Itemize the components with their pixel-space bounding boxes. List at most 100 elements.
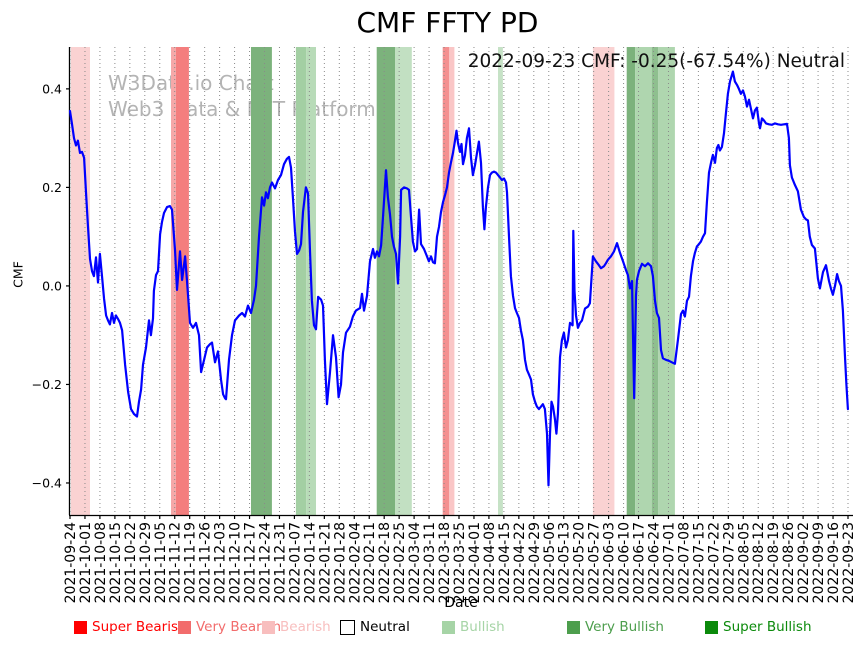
x-tick-label: 2022-04-22 [512, 522, 528, 603]
x-tick-label: 2022-03-11 [422, 522, 438, 603]
x-tick-label: 2022-07-01 [662, 522, 678, 603]
legend-item-super-bullish: Super Bullish [705, 619, 812, 635]
signal-band-very-bullish [651, 47, 659, 515]
signal-band-very-bearish [171, 47, 176, 515]
x-tick-label: 2021-10-22 [123, 522, 139, 603]
x-tick-label: 2022-05-06 [542, 522, 558, 603]
legend-label: Very Bullish [585, 619, 664, 635]
watermark-line2: Web3 Data & NFT Platform [108, 97, 376, 121]
x-tick-label: 2021-12-10 [228, 522, 244, 603]
legend-swatch-icon [340, 619, 355, 635]
x-tick-label: 2022-03-18 [437, 522, 453, 603]
x-tick-label: 2021-10-29 [138, 522, 154, 603]
legend-item-very-bullish: Very Bullish [567, 619, 664, 635]
legend-label: Bullish [460, 619, 505, 635]
y-tick-label: −0.2 [32, 377, 62, 392]
x-tick-label: 2021-11-12 [168, 522, 184, 603]
x-tick-label: 2021-12-17 [243, 522, 259, 603]
legend-label: Neutral [360, 619, 410, 635]
cmf-line [68, 70, 850, 487]
legend-swatch-icon [262, 620, 275, 634]
legend-item-neutral: Neutral [340, 619, 410, 635]
legend-swatch-icon [74, 620, 87, 634]
x-tick-label: 2022-08-12 [751, 522, 767, 603]
x-tick-label: 2021-12-03 [213, 522, 229, 603]
legend-swatch-icon [705, 620, 718, 634]
x-tick-label: 2022-01-28 [332, 522, 348, 603]
y-tick-label: −0.4 [32, 476, 62, 491]
signal-band-very-bearish [442, 47, 450, 515]
x-tick-label: 2022-08-05 [736, 522, 752, 603]
x-tick-label: 2022-08-19 [766, 522, 782, 603]
legend-swatch-icon [567, 620, 580, 634]
x-tick-label: 2022-04-01 [467, 522, 483, 603]
x-tick-label: 2021-12-31 [273, 522, 289, 603]
signal-band-very-bullish [376, 47, 395, 515]
x-tick-label: 2022-06-10 [617, 522, 633, 603]
watermark-line1: W3Data.io Chart [108, 71, 274, 95]
latest-value-annotation: 2022-09-23 CMF: -0.25(-67.54%) Neutral [467, 51, 845, 72]
x-tick-label: 2021-12-24 [258, 522, 274, 603]
signal-band-bearish [592, 47, 615, 515]
y-tick-label: 0.2 [42, 180, 62, 195]
signal-band-bullish [295, 47, 307, 515]
x-tick-label: 2022-09-02 [796, 522, 812, 603]
legend-swatch-icon [442, 620, 455, 634]
x-tick-label: 2021-11-19 [183, 522, 199, 603]
x-tick-label: 2022-02-18 [377, 522, 393, 603]
x-tick-label: 2022-06-03 [602, 522, 618, 603]
x-tick-label: 2021-11-05 [153, 522, 169, 603]
x-tick-label: 2022-04-15 [497, 522, 513, 603]
legend-label: Super Bullish [723, 619, 812, 635]
x-tick-label: 2022-01-21 [317, 522, 333, 603]
legend-swatch-icon [178, 620, 191, 634]
x-tick-label: 2021-10-15 [108, 522, 124, 603]
x-tick-label: 2022-07-15 [691, 522, 707, 603]
signal-band-bullish [658, 47, 675, 515]
legend-label: Very Bearish [196, 619, 282, 635]
signal-band-bullish [498, 47, 503, 515]
x-tick-label: 2022-03-04 [407, 522, 423, 603]
x-tick-label: 2022-09-09 [811, 522, 827, 603]
x-tick-label: 2021-09-24 [63, 522, 79, 603]
x-tick-label: 2022-01-07 [287, 522, 303, 603]
legend-label: Bearish [280, 619, 331, 635]
x-tick-label: 2022-09-23 [841, 522, 857, 603]
chart-title: CMF FFTY PD [356, 6, 539, 39]
x-tick-label: 2022-05-27 [587, 522, 603, 603]
x-tick-label: 2022-02-25 [392, 522, 408, 603]
x-tick-label: 2021-10-08 [93, 522, 109, 603]
legend-item-very-bearish: Very Bearish [178, 619, 281, 635]
x-tick-label: 2022-06-24 [647, 522, 663, 603]
x-tick-label: 2022-07-08 [676, 522, 692, 603]
legend-item-bearish: Bearish [262, 619, 331, 635]
x-tick-label: 2022-09-16 [826, 522, 842, 603]
legend-item-bullish: Bullish [442, 619, 505, 635]
signal-band-bearish [71, 47, 90, 515]
signal-band-very-bullish [251, 47, 272, 515]
x-tick-label: 2022-08-26 [781, 522, 797, 603]
y-tick-label: 0.4 [42, 81, 62, 96]
x-tick-label: 2022-07-29 [721, 522, 737, 603]
x-tick-label: 2022-07-22 [706, 522, 722, 603]
x-tick-label: 2022-01-14 [302, 522, 318, 603]
x-tick-label: 2021-10-01 [78, 522, 94, 603]
x-tick-label: 2022-05-20 [572, 522, 588, 603]
x-tick-label: 2022-03-25 [452, 522, 468, 603]
x-tick-label: 2022-06-17 [632, 522, 648, 603]
legend-label: Super Bearish [92, 619, 187, 635]
x-tick-label: 2022-04-08 [482, 522, 498, 603]
y-axis-title: CMF [10, 261, 26, 288]
x-tick-label: 2022-02-04 [347, 522, 363, 603]
y-tick-label: 0.0 [42, 278, 62, 293]
x-tick-label: 2021-11-26 [198, 522, 214, 603]
x-tick-label: 2022-02-11 [362, 522, 378, 603]
x-axis-title: Date [444, 595, 478, 611]
legend-item-super-bearish: Super Bearish [74, 619, 187, 635]
watermark: W3Data.io Chart Web3 Data & NFT Platform [108, 70, 376, 122]
x-tick-label: 2022-05-13 [557, 522, 573, 603]
signal-band-bearish [449, 47, 455, 515]
signal-band-bullish [635, 47, 652, 515]
x-tick-label: 2022-04-29 [527, 522, 543, 603]
